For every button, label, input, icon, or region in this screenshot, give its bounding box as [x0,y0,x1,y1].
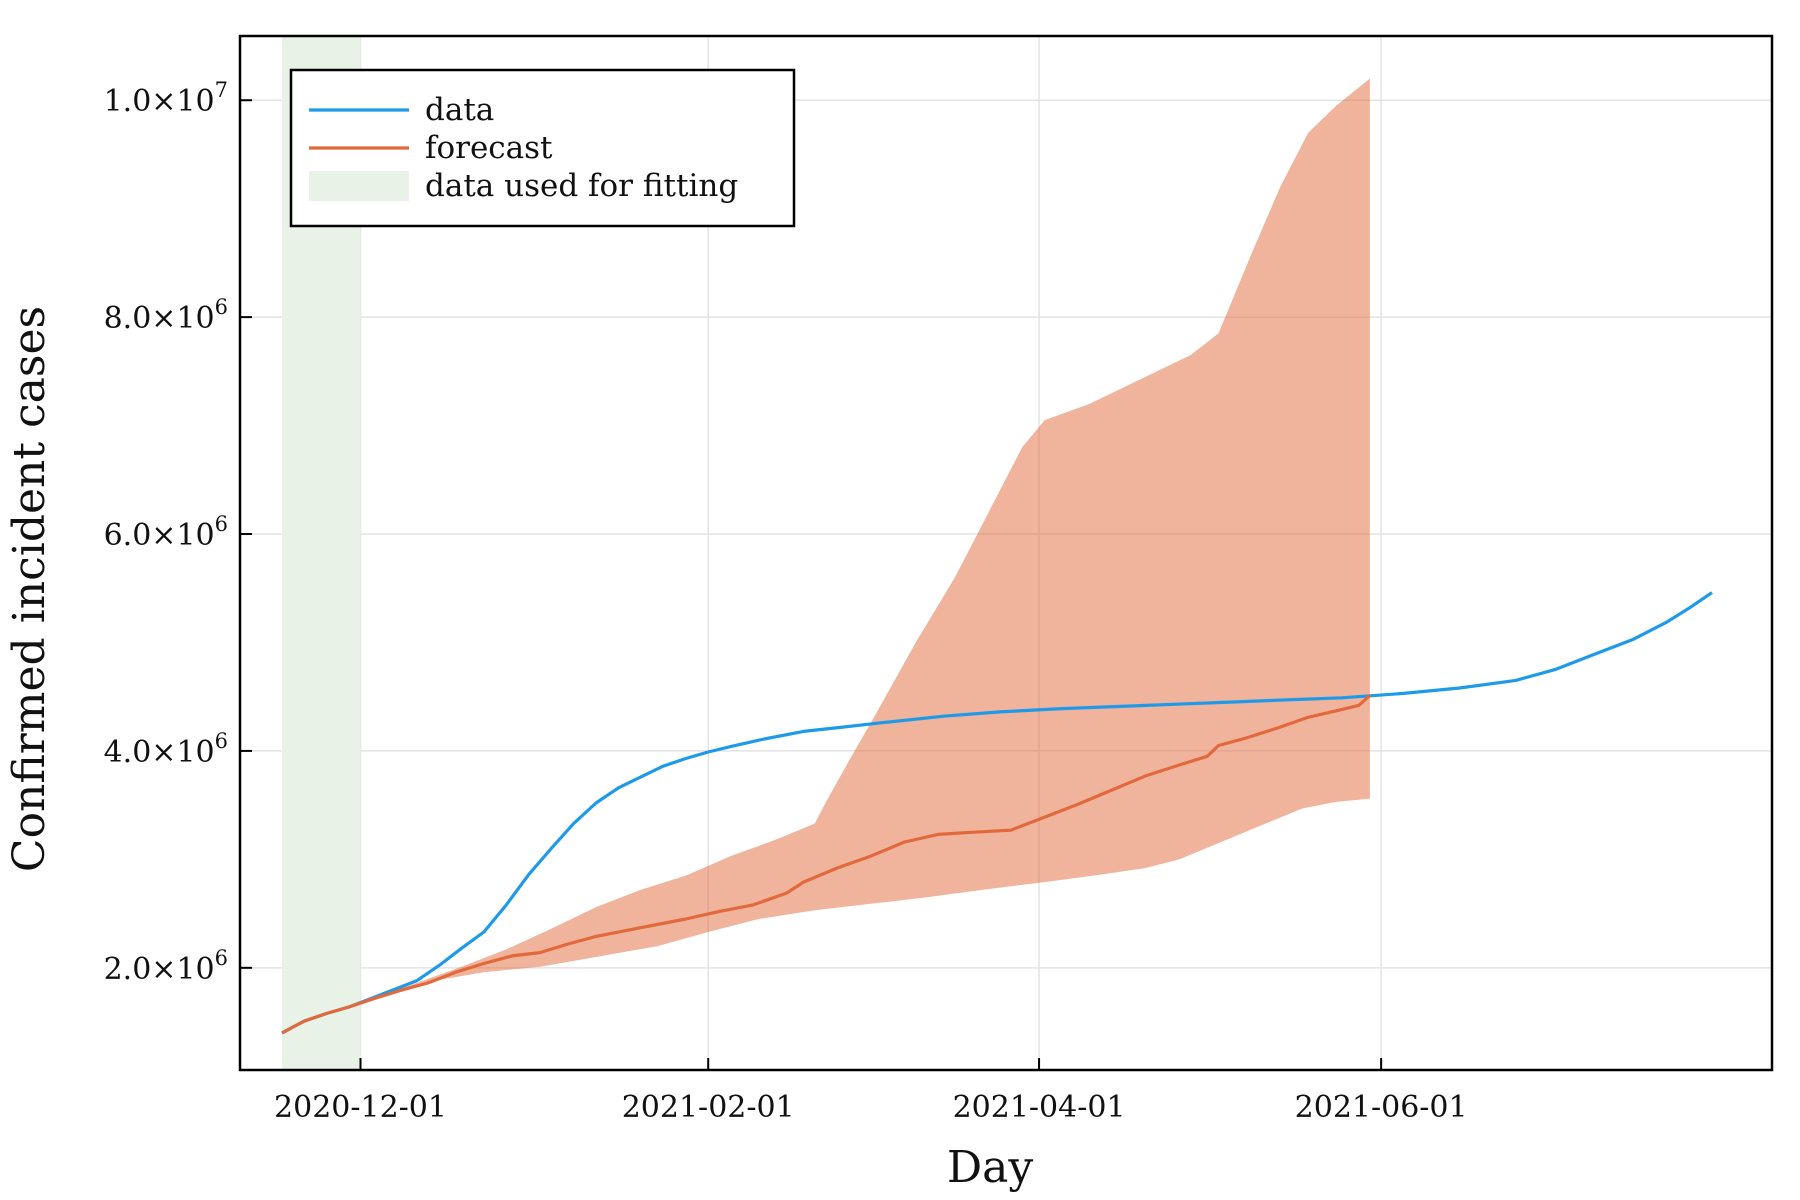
legend-swatch-fit-window [309,171,409,201]
x-tick-label: 2021-06-01 [1295,1090,1468,1125]
series-line-data [281,591,1713,1035]
plot-frame [238,34,1774,1072]
y-axis-title: Confirmed incident cases [4,306,55,872]
x-tick-label: 2021-02-01 [622,1090,795,1125]
y-tick-label: 8.0×106 [104,295,228,336]
legend-label: data [425,92,494,128]
y-tick-label: 6.0×106 [104,512,228,553]
series-layer [281,591,1713,1035]
x-axis-title: Day [947,1142,1034,1193]
x-tick-label: 2021-04-01 [953,1090,1126,1125]
legend-label: data used for fitting [425,168,738,204]
y-tick-label: 2.0×106 [104,946,228,987]
series-line-forecast [281,694,1371,1035]
y-tick-label: 1.0×107 [104,78,228,119]
y-tick-label: 4.0×106 [104,729,228,770]
axis-ticks: 2020-12-01 2021-02-01 2021-04-01 2021-06-01… [104,78,1468,1125]
x-tick-label: 2020-12-01 [274,1090,447,1125]
legend-label: forecast [425,130,553,166]
